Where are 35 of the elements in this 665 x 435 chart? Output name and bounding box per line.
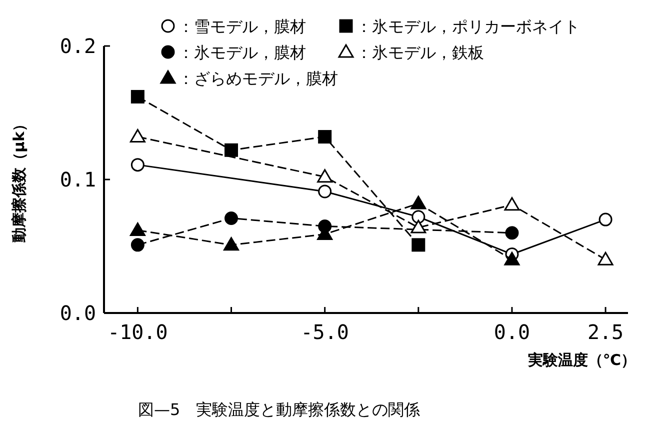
y-tick-label: 0.2 <box>60 34 96 58</box>
point <box>412 210 426 224</box>
y-axis-title: 動摩擦係数（μk） <box>10 116 28 244</box>
point <box>504 197 520 211</box>
point <box>318 184 332 198</box>
x-tick-label: 2.5 <box>587 320 624 344</box>
point <box>130 129 146 143</box>
x-tick-label: 0.0 <box>494 320 530 344</box>
x-axis-title: 実験温度（℃） <box>526 351 636 369</box>
legend-label: ：氷モデル，ポリカーボネイト <box>356 17 580 36</box>
point <box>598 252 614 266</box>
text: 図—5 実験温度と動摩擦係数との関係 <box>138 400 420 419</box>
legend-label: ：氷モデル，鉄板 <box>356 43 484 62</box>
point <box>412 238 426 252</box>
y-tick-label: 0.1 <box>60 168 96 192</box>
point <box>317 169 333 183</box>
point <box>130 222 146 236</box>
point <box>130 158 144 172</box>
point <box>504 252 520 266</box>
legend-label: ：雪モデル，膜材 <box>178 17 306 36</box>
x-tick-label: -10.0 <box>108 320 168 344</box>
point <box>598 212 612 226</box>
y-tick-label: 0.0 <box>60 301 96 325</box>
x-tick-label: -5.0 <box>300 320 349 344</box>
point <box>130 238 144 252</box>
point <box>410 220 426 234</box>
point <box>224 143 238 157</box>
point <box>224 237 240 251</box>
legend-label: ：氷モデル，膜材 <box>178 43 306 62</box>
point <box>224 211 238 225</box>
point <box>130 90 144 104</box>
point <box>505 226 519 240</box>
point <box>318 130 332 144</box>
legend-label: ：ざらめモデル，膜材 <box>178 69 338 88</box>
point <box>410 196 426 210</box>
